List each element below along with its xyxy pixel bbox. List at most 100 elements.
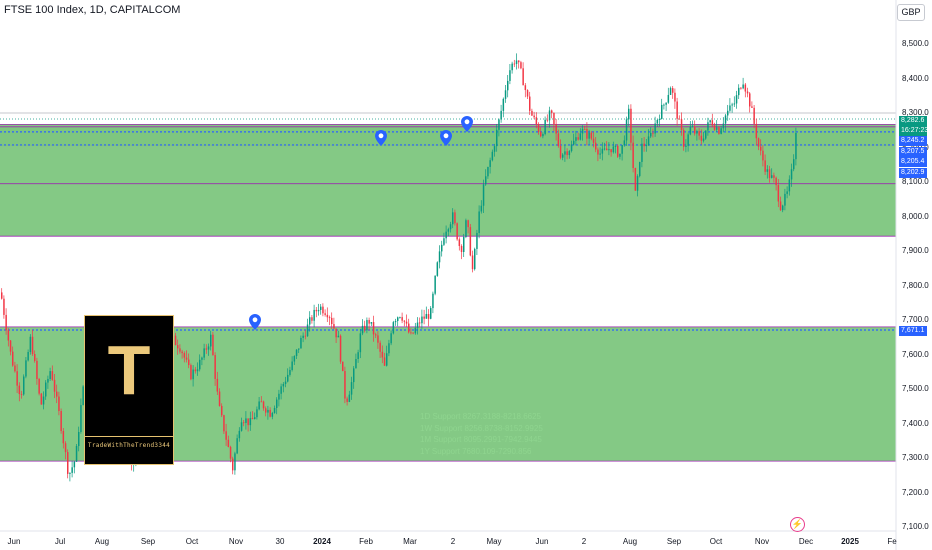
candle [535, 117, 538, 125]
time-tick-label: Dec [798, 537, 814, 546]
time-tick-label: Aug [94, 537, 110, 546]
candle [678, 118, 681, 120]
candle [630, 108, 632, 143]
candle [416, 322, 419, 328]
candle [720, 128, 722, 134]
candle [423, 316, 425, 319]
price-tick-label: 7,200.0 [902, 487, 929, 497]
candle [289, 369, 291, 375]
price-tick-label: 7,600.0 [902, 349, 929, 359]
candle [509, 70, 511, 81]
time-tick-label: Sep [666, 537, 682, 546]
candle [229, 446, 232, 459]
price-tick-label: 8,500.0 [902, 39, 929, 48]
candle [555, 124, 557, 134]
price-tick-label: 7,500.0 [902, 384, 929, 393]
candle [273, 407, 276, 413]
candle [452, 212, 454, 225]
candle [575, 137, 577, 141]
candle [276, 399, 278, 408]
candle [713, 125, 716, 130]
candle [751, 106, 753, 108]
candle [40, 393, 43, 405]
candle [487, 166, 489, 177]
map-pin-icon[interactable] [461, 116, 473, 132]
candle [564, 151, 566, 155]
candle [278, 393, 280, 400]
candle [463, 236, 465, 252]
time-tick-label: Jul [54, 537, 66, 546]
candle [298, 348, 300, 350]
candle [304, 335, 307, 337]
candle [680, 119, 683, 131]
candle [557, 133, 560, 147]
candle [603, 148, 606, 150]
candle [544, 119, 546, 135]
candle [650, 132, 652, 137]
candle [636, 176, 639, 191]
candle [73, 461, 76, 468]
candle [729, 105, 731, 111]
candle [49, 371, 51, 379]
candle [300, 337, 302, 349]
candle [546, 119, 549, 121]
candle [795, 133, 797, 160]
candle [36, 360, 38, 379]
map-pin-icon[interactable] [249, 314, 261, 330]
candle [768, 169, 771, 178]
candle [652, 132, 654, 134]
candle [62, 431, 65, 444]
candle [685, 145, 687, 147]
candle [601, 148, 604, 154]
map-pin-icon[interactable] [440, 130, 452, 146]
candle [20, 394, 23, 395]
candle [256, 409, 258, 418]
candle [436, 262, 439, 276]
candle [694, 126, 696, 134]
candle [775, 177, 777, 186]
candle [236, 438, 238, 454]
candle [441, 244, 443, 252]
candle [658, 118, 661, 121]
candle [56, 391, 58, 397]
candle [51, 371, 54, 380]
candle [34, 354, 36, 361]
candle [251, 418, 254, 420]
candle [489, 160, 491, 167]
candle [249, 418, 252, 426]
price-tick-label: 8,400.0 [902, 73, 929, 83]
candle [280, 386, 282, 394]
candle [42, 396, 45, 405]
support-line: 1D Support 8267.3188-8218.6625 [420, 412, 541, 421]
time-tick-label: Nov [228, 537, 244, 546]
price-axis [0, 0, 897, 550]
candle [566, 151, 568, 156]
time-tick-label: 2024 [313, 537, 331, 546]
candle [727, 110, 729, 116]
candle [344, 371, 346, 399]
candle [190, 365, 192, 380]
currency-button[interactable]: GBP [897, 4, 925, 21]
candle [223, 415, 225, 432]
candle [350, 382, 353, 395]
lightning-icon[interactable]: ⚡ [790, 517, 805, 532]
candle [221, 405, 223, 416]
candle [364, 325, 366, 331]
candle [579, 133, 582, 140]
map-pin-icon[interactable] [375, 130, 387, 146]
candle [674, 92, 676, 102]
candle [245, 418, 247, 423]
candle [291, 361, 293, 370]
candle [218, 391, 221, 406]
candle [529, 96, 531, 111]
candle [75, 446, 78, 462]
candle [786, 191, 788, 194]
candle [656, 120, 659, 124]
candle [392, 322, 395, 334]
candle [333, 324, 335, 329]
candle [269, 409, 271, 417]
candle [419, 322, 421, 324]
candle [471, 255, 474, 270]
time-tick-label: Oct [185, 537, 199, 546]
